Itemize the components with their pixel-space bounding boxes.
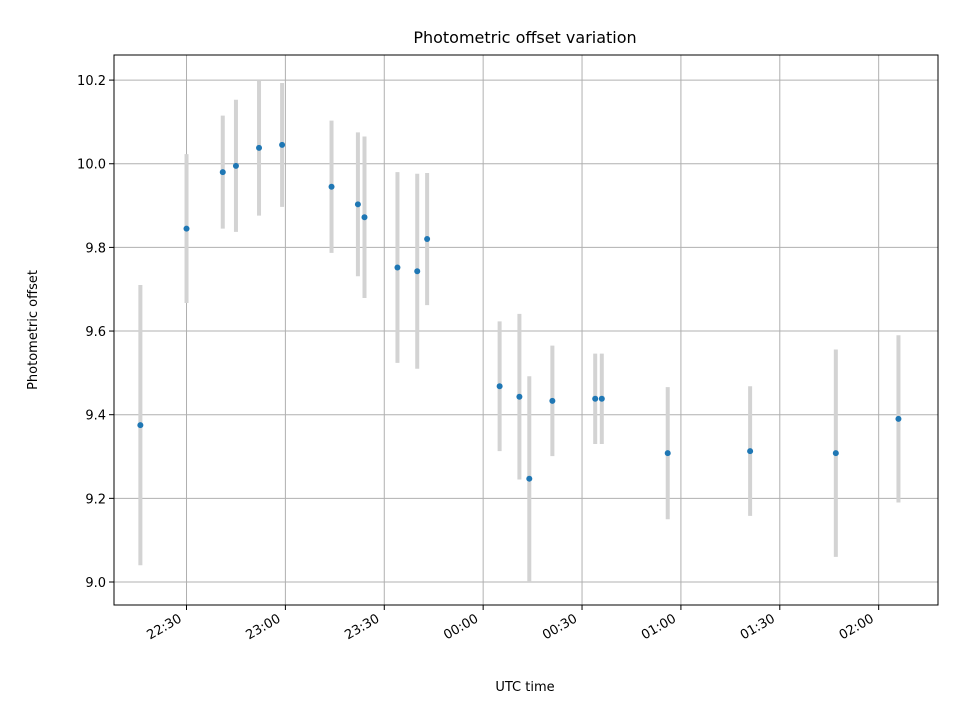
data-point xyxy=(496,383,503,390)
data-point xyxy=(592,395,599,402)
data-point xyxy=(256,144,263,151)
y-axis-ticks: 9.0 9.2 9.4 9.6 9.8 10.0 10.2 xyxy=(77,74,114,591)
data-point xyxy=(664,450,671,457)
data-point xyxy=(394,264,401,271)
chart-title: Photometric offset variation xyxy=(413,28,636,47)
y-tick-label: 9.0 xyxy=(85,576,106,591)
data-point xyxy=(219,169,226,176)
data-point xyxy=(516,393,523,400)
data-point xyxy=(354,201,361,208)
data-point xyxy=(747,448,754,455)
data-point xyxy=(832,450,839,457)
y-tick-label: 9.2 xyxy=(85,492,106,507)
data-point xyxy=(183,225,190,232)
plot-frame xyxy=(113,54,939,606)
data-point xyxy=(279,141,286,148)
data-point xyxy=(424,236,431,243)
data-point xyxy=(232,162,239,169)
data-point xyxy=(137,422,144,429)
data-point xyxy=(598,395,605,402)
y-tick-label: 9.4 xyxy=(85,409,106,424)
y-tick-label: 9.6 xyxy=(85,325,106,340)
y-tick-label: 10.2 xyxy=(77,74,106,89)
data-point xyxy=(328,183,335,190)
x-axis-label: UTC time xyxy=(495,680,554,695)
data-point xyxy=(549,397,556,404)
data-point xyxy=(895,415,902,422)
y-axis-label: Photometric offset xyxy=(26,270,41,390)
data-point xyxy=(526,475,533,482)
data-point xyxy=(361,214,368,221)
data-points xyxy=(137,141,902,482)
y-tick-label: 9.8 xyxy=(85,241,106,256)
y-tick-label: 10.0 xyxy=(77,158,106,173)
grid xyxy=(114,55,938,605)
data-point xyxy=(414,268,421,275)
